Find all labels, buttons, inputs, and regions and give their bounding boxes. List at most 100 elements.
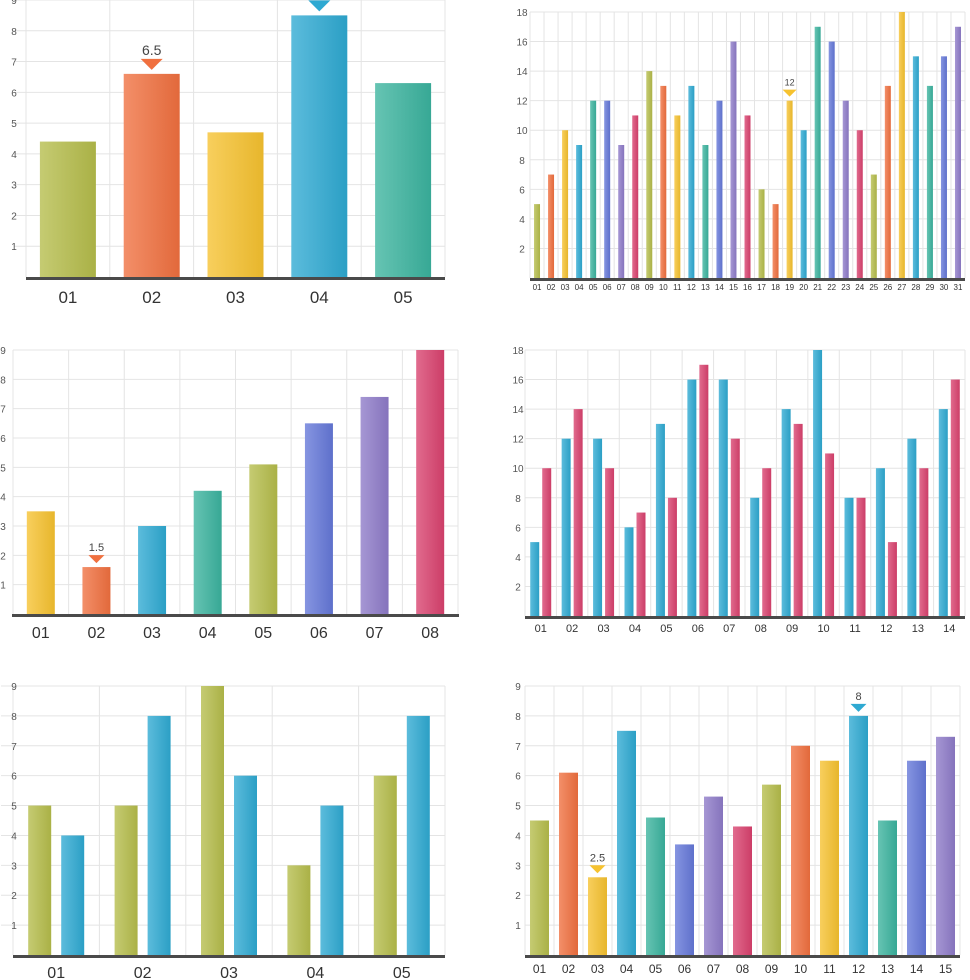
y-tick-label: 1 <box>11 242 17 253</box>
y-tick-label: 2 <box>515 891 521 902</box>
x-tick-label: 26 <box>883 283 892 292</box>
y-tick-label: 8 <box>11 27 17 38</box>
y-tick-label: 6 <box>519 185 525 196</box>
y-tick-label: 7 <box>11 58 17 69</box>
y-tick-label: 2 <box>11 891 17 902</box>
y-tick-label: 1 <box>11 921 17 932</box>
bar <box>249 464 278 614</box>
y-tick-label: 8 <box>519 156 525 167</box>
y-tick-label: 8 <box>11 712 17 723</box>
x-axis-baseline <box>530 278 965 281</box>
bar <box>675 844 694 955</box>
x-tick-label: 03 <box>597 623 609 635</box>
bar <box>844 497 854 616</box>
y-tick-label: 2 <box>519 244 525 255</box>
bar <box>800 130 807 278</box>
plot-area <box>13 686 445 955</box>
y-tick-label: 5 <box>11 802 17 813</box>
y-tick-label: 8 <box>0 375 6 386</box>
bar <box>576 145 583 278</box>
bar <box>636 512 646 616</box>
x-tick-label: 04 <box>310 288 329 307</box>
bar <box>617 730 636 955</box>
x-tick-label: 13 <box>881 962 895 976</box>
bar <box>820 760 839 955</box>
x-tick-label: 08 <box>421 625 439 642</box>
y-tick-label: 12 <box>512 435 524 446</box>
y-tick-label: 18 <box>516 8 528 19</box>
bar <box>207 132 264 277</box>
x-tick-label: 04 <box>629 623 641 635</box>
bar <box>604 100 611 279</box>
chart-paired-bars-14: 2 4 6 8 10 12 14 16 18 01 02 03 04 05 06 07 08 09 10 11 12 13… <box>500 340 970 640</box>
x-tick-label: 05 <box>254 625 272 642</box>
x-tick-label: 08 <box>755 623 767 635</box>
bar <box>291 15 348 278</box>
x-tick-label: 02 <box>566 623 578 635</box>
bar <box>646 817 665 955</box>
y-tick-label: 6 <box>11 88 17 99</box>
x-tick-label: 01 <box>533 962 547 976</box>
x-tick-label: 21 <box>813 283 822 292</box>
chart-svg: 1 2 3 4 5 6 7 8 9 01 02 03 04 05 06 07 08 1.5 <box>0 346 459 642</box>
x-tick-label: 01 <box>58 288 77 307</box>
bar <box>793 423 803 616</box>
bar <box>548 174 555 278</box>
y-tick-label: 7 <box>515 742 521 753</box>
callout-marker <box>140 58 163 70</box>
y-tick-label: 14 <box>516 67 528 78</box>
x-tick-label: 23 <box>841 283 850 292</box>
y-tick-label: 9 <box>11 682 17 693</box>
y-tick-label: 1 <box>515 921 521 932</box>
bar <box>733 826 752 955</box>
bar <box>716 100 723 279</box>
callout-marker <box>850 703 867 712</box>
bar <box>887 542 897 616</box>
bar <box>123 73 180 277</box>
y-tick-label: 3 <box>515 861 521 872</box>
bar <box>646 71 653 278</box>
x-tick-label: 05 <box>660 623 672 635</box>
x-tick-label: 10 <box>794 962 808 976</box>
x-tick-label: 05 <box>589 283 598 292</box>
bar <box>781 409 791 616</box>
bar <box>884 85 891 278</box>
x-tick-label: 01 <box>533 283 542 292</box>
bar <box>699 364 709 616</box>
y-tick-label: 10 <box>516 126 528 137</box>
x-tick-label: 03 <box>561 283 570 292</box>
x-tick-label: 03 <box>220 965 238 980</box>
x-tick-label: 01 <box>32 625 50 642</box>
bar <box>842 100 849 279</box>
bar <box>744 115 751 278</box>
x-tick-label: 06 <box>310 625 328 642</box>
bar <box>907 760 926 955</box>
y-tick-label: 9 <box>515 682 521 693</box>
bar <box>687 379 697 616</box>
bar <box>762 784 781 955</box>
bar <box>114 805 138 955</box>
y-tick-label: 16 <box>516 38 528 49</box>
x-tick-label: 06 <box>678 962 692 976</box>
x-tick-label: 11 <box>673 283 682 292</box>
bar <box>138 526 167 614</box>
x-tick-label: 20 <box>799 283 808 292</box>
bar <box>416 350 445 614</box>
x-tick-label: 02 <box>142 288 161 307</box>
y-tick-label: 4 <box>11 831 17 842</box>
x-tick-label: 18 <box>771 283 780 292</box>
bar <box>28 805 52 955</box>
bar <box>559 772 578 955</box>
bar <box>605 468 615 616</box>
callout-label: 8 <box>855 691 861 703</box>
y-tick-label: 6 <box>515 772 521 783</box>
x-tick-label: 09 <box>786 623 798 635</box>
bar <box>618 145 625 278</box>
x-tick-label: 14 <box>943 623 955 635</box>
callout-label: 6.5 <box>142 42 162 58</box>
x-tick-label: 09 <box>645 283 654 292</box>
bar <box>304 423 333 614</box>
bar <box>406 715 430 955</box>
x-tick-label: 04 <box>620 962 634 976</box>
y-tick-label: 3 <box>0 522 6 533</box>
